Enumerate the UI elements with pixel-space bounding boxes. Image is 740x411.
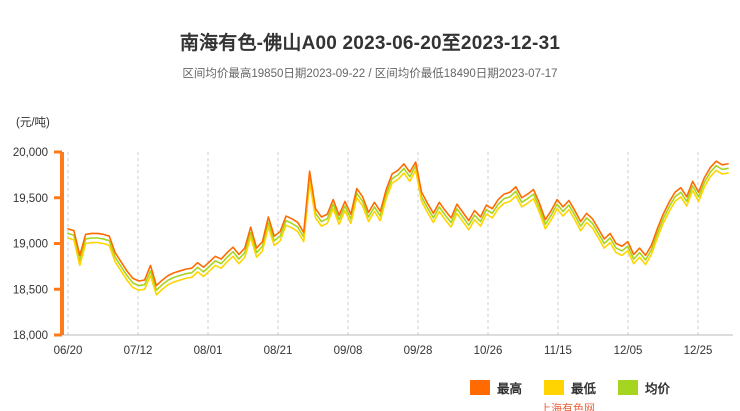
y-tick-label: 19,000 bbox=[13, 239, 48, 251]
x-tick-label: 08/01 bbox=[194, 345, 223, 357]
x-tick-label: 08/21 bbox=[264, 345, 293, 357]
y-tick-label: 19,500 bbox=[13, 193, 48, 205]
legend-label-min: 最低 bbox=[571, 382, 597, 396]
chart-title: 南海有色-佛山A00 2023-06-20至2023-12-31 bbox=[179, 33, 561, 54]
data-series-lines bbox=[67, 160, 729, 296]
x-axis-tick-labels: 06/20 07/12 08/01 08/21 09/08 09/28 10/26 11/15… bbox=[54, 345, 713, 357]
watermark-note: 上海有色网 bbox=[540, 403, 595, 411]
x-tick-label: 09/28 bbox=[404, 345, 433, 357]
x-tick-label: 09/08 bbox=[334, 345, 363, 357]
x-tick-label: 12/25 bbox=[684, 345, 713, 357]
series-line-max bbox=[67, 160, 729, 287]
y-axis bbox=[54, 150, 64, 337]
legend-swatch-min bbox=[544, 380, 565, 395]
legend-swatch-max bbox=[470, 380, 490, 395]
y-tick-label: 18,500 bbox=[13, 284, 48, 296]
x-tick-label: 11/15 bbox=[544, 345, 572, 357]
x-tick-label: 06/20 bbox=[54, 345, 83, 357]
x-tick-label: 12/05 bbox=[614, 345, 643, 357]
y-axis-tick-labels: 18,000 18,500 19,000 19,500 20,000 bbox=[13, 147, 48, 342]
legend-item-avg[interactable]: 均价 bbox=[618, 378, 670, 397]
chart-legend: 最高 最低 均价 bbox=[470, 378, 670, 397]
x-tick-label: 10/26 bbox=[474, 345, 503, 357]
legend-item-max[interactable]: 最高 bbox=[470, 378, 522, 397]
legend-label-max: 最高 bbox=[497, 382, 523, 396]
legend-item-min[interactable]: 最低 bbox=[544, 378, 596, 397]
y-tick-label: 18,000 bbox=[13, 330, 48, 342]
y-axis-unit-label: (元/吨) bbox=[16, 117, 50, 129]
chart-plot-area: 18,000 18,500 19,000 19,500 20,000 06/20 07/1… bbox=[13, 147, 733, 357]
y-tick-label: 20,000 bbox=[13, 147, 48, 159]
series-line-min bbox=[67, 169, 729, 296]
x-tick-label: 07/12 bbox=[124, 345, 153, 357]
chart-subtitle: 区间均价最高19850日期2023-09-22 / 区间均价最低18490日期2… bbox=[182, 68, 558, 80]
legend-label-avg: 均价 bbox=[645, 382, 671, 396]
series-line-avg bbox=[67, 164, 729, 291]
legend-swatch-avg bbox=[618, 380, 639, 395]
